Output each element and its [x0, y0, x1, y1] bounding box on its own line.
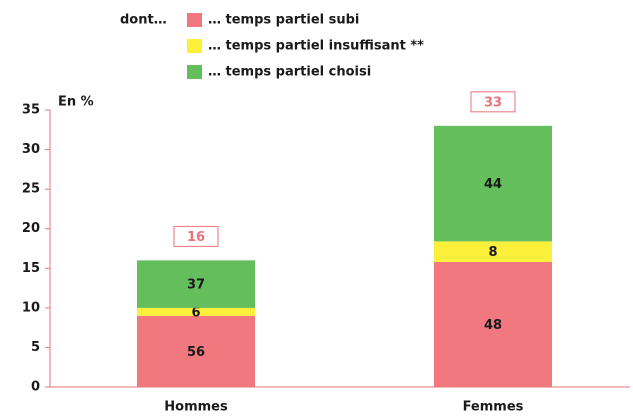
legend-label: … temps partiel choisi — [208, 65, 371, 80]
bar-segment — [137, 307, 255, 316]
legend-title: dont… — [120, 13, 167, 28]
legend-label: … temps partiel insuffisant ** — [208, 39, 424, 54]
y-tick-label: 0 — [31, 380, 40, 395]
segment-label: 56 — [187, 345, 205, 360]
legend-label: … temps partiel subi — [208, 13, 359, 28]
y-tick-label: 10 — [22, 300, 40, 315]
bar-segment — [434, 261, 552, 387]
y-tick-label: 5 — [31, 340, 40, 355]
y-tick-label: 15 — [22, 261, 40, 276]
total-box — [173, 225, 219, 247]
x-tick-label: Hommes — [164, 400, 228, 415]
bar-segment — [137, 315, 255, 387]
bar-segment — [137, 260, 255, 308]
y-tick-label: 35 — [22, 103, 40, 118]
total-label: 16 — [187, 230, 205, 245]
segment-label: 8 — [488, 245, 497, 260]
segment-label: 37 — [187, 278, 205, 293]
segment-label: 44 — [484, 177, 502, 192]
total-label: 33 — [484, 95, 502, 110]
bar-segment — [434, 241, 552, 262]
y-tick-label: 25 — [22, 182, 40, 197]
segment-label: 48 — [484, 318, 502, 333]
legend-swatch — [187, 39, 202, 53]
y-tick-label: 30 — [22, 142, 40, 157]
y-axis-label: En % — [58, 95, 94, 110]
segment-label: 6 — [191, 305, 200, 320]
legend-swatch — [187, 13, 202, 27]
total-box — [470, 91, 516, 113]
x-tick-label: Femmes — [463, 400, 524, 415]
legend-swatch — [187, 65, 202, 79]
bar-segment — [434, 125, 552, 242]
y-tick-label: 20 — [22, 221, 40, 236]
